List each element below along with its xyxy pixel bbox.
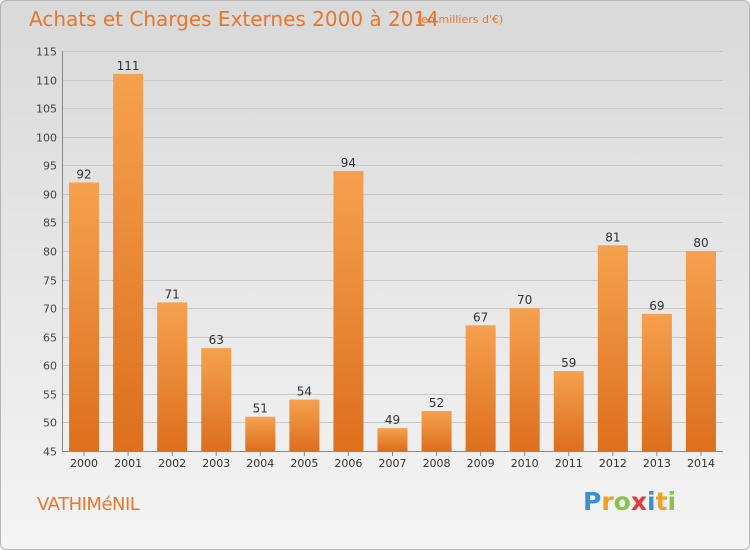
bar-2003 bbox=[201, 348, 232, 451]
data-label: 80 bbox=[693, 236, 708, 250]
data-label: 67 bbox=[473, 310, 488, 324]
x-tick-label: 2010 bbox=[511, 457, 539, 470]
x-tick-label: 2002 bbox=[158, 457, 186, 470]
logo-letter: o bbox=[613, 487, 631, 516]
y-tick-label: 45 bbox=[43, 446, 57, 459]
bar-2013 bbox=[641, 313, 672, 451]
data-label: 111 bbox=[117, 59, 140, 73]
data-label: 81 bbox=[605, 230, 620, 244]
commune-name: VATHIMéNIL bbox=[37, 494, 140, 515]
bar-2002 bbox=[157, 302, 188, 451]
y-tick-label: 70 bbox=[43, 303, 57, 316]
logo-letter: P bbox=[583, 487, 602, 516]
bar-2011 bbox=[553, 371, 584, 451]
data-label: 49 bbox=[385, 413, 400, 427]
x-tick-label: 2011 bbox=[555, 457, 583, 470]
data-label: 63 bbox=[209, 333, 224, 347]
data-label: 69 bbox=[649, 299, 664, 313]
x-tick-label: 2012 bbox=[599, 457, 627, 470]
bar-2006 bbox=[333, 171, 364, 451]
data-label: 51 bbox=[253, 402, 268, 416]
proxiti-logo[interactable]: Proxiti bbox=[583, 487, 676, 516]
y-tick-label: 105 bbox=[36, 103, 57, 116]
y-tick-label: 55 bbox=[43, 389, 57, 402]
y-tick-label: 50 bbox=[43, 417, 57, 430]
data-label: 71 bbox=[165, 287, 180, 301]
bar-2004 bbox=[245, 416, 276, 451]
logo-letter: i bbox=[647, 487, 656, 516]
logo-letter: t bbox=[655, 487, 668, 516]
y-tick-label: 110 bbox=[36, 75, 57, 88]
data-label: 94 bbox=[341, 156, 356, 170]
x-tick-label: 2009 bbox=[467, 457, 495, 470]
bar-2009 bbox=[465, 325, 496, 451]
x-tick-label: 2001 bbox=[114, 457, 142, 470]
x-tick-label: 2005 bbox=[290, 457, 318, 470]
bar-2014 bbox=[685, 251, 716, 451]
x-tick-label: 2008 bbox=[423, 457, 451, 470]
bar-2007 bbox=[377, 428, 408, 451]
y-tick-label: 90 bbox=[43, 189, 57, 202]
y-tick-label: 95 bbox=[43, 160, 57, 173]
y-tick-label: 100 bbox=[36, 132, 57, 145]
y-tick-label: 85 bbox=[43, 217, 57, 230]
x-tick-label: 2014 bbox=[687, 457, 715, 470]
bar-2012 bbox=[597, 245, 628, 451]
data-label: 59 bbox=[561, 356, 576, 370]
y-tick-label: 60 bbox=[43, 360, 57, 373]
y-tick-label: 65 bbox=[43, 332, 57, 345]
bar-2000 bbox=[69, 182, 100, 451]
x-tick-label: 2003 bbox=[202, 457, 230, 470]
y-tick-label: 115 bbox=[36, 46, 57, 59]
bar-2008 bbox=[421, 411, 452, 451]
data-label: 52 bbox=[429, 396, 444, 410]
chart-unit: (en milliers d'€) bbox=[417, 13, 504, 26]
logo-letter: i bbox=[667, 487, 677, 516]
x-tick-label: 2000 bbox=[70, 457, 98, 470]
bar-2001 bbox=[113, 73, 144, 451]
chart-title: Achats et Charges Externes 2000 à 2014 bbox=[29, 7, 439, 31]
x-tick-label: 2013 bbox=[643, 457, 671, 470]
logo-letter: x bbox=[630, 487, 647, 516]
y-tick-label: 80 bbox=[43, 246, 57, 259]
logo-letter: r bbox=[601, 487, 614, 516]
y-tick-label: 75 bbox=[43, 275, 57, 288]
bar-2005 bbox=[289, 399, 320, 451]
data-label: 54 bbox=[297, 385, 312, 399]
bar-2010 bbox=[509, 308, 540, 451]
x-tick-label: 2004 bbox=[246, 457, 274, 470]
data-label: 92 bbox=[76, 167, 91, 181]
x-tick-label: 2006 bbox=[334, 457, 362, 470]
x-tick-label: 2007 bbox=[379, 457, 407, 470]
data-label: 70 bbox=[517, 293, 532, 307]
